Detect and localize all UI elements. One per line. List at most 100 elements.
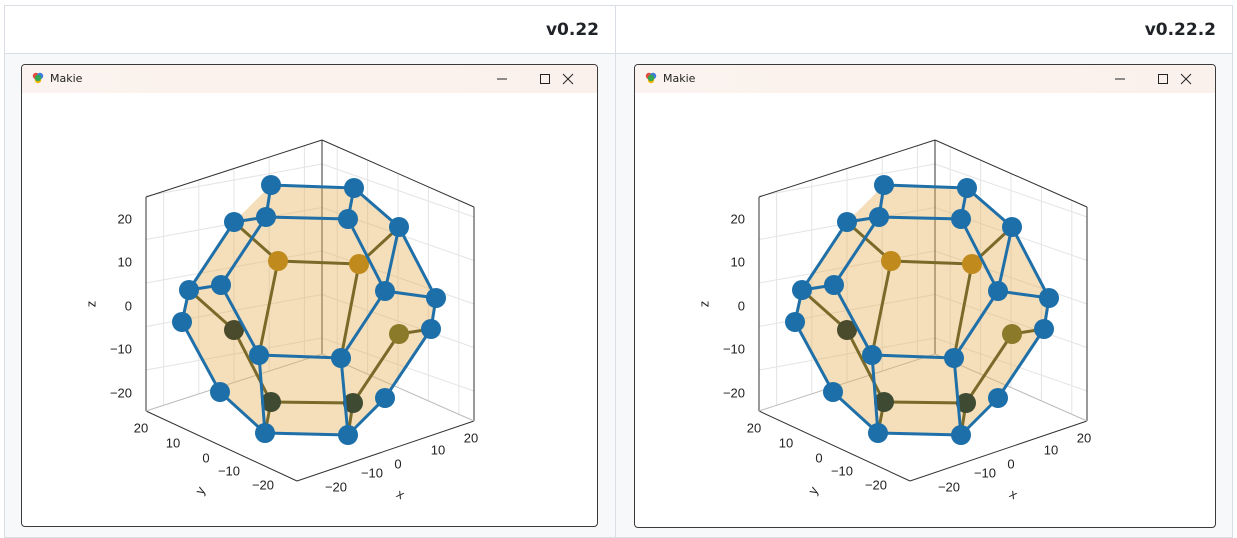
header-cell: v0.22.2 xyxy=(615,5,1233,54)
edge xyxy=(890,259,973,266)
edge xyxy=(877,431,962,437)
app-icon xyxy=(32,72,44,84)
vertex xyxy=(1002,217,1022,237)
vertex xyxy=(375,281,395,301)
plot: 20 10 0 −10 −20 20 10 0 −10 −20 −20 −10 0 10 20 z y x xyxy=(696,139,1091,502)
x-tick-label: −10 xyxy=(361,465,383,480)
edge xyxy=(339,357,350,436)
vertex xyxy=(261,175,281,195)
axis-line xyxy=(909,420,1088,482)
window-title: Makie xyxy=(50,72,83,85)
edge xyxy=(832,284,874,356)
close-button[interactable] xyxy=(1171,69,1201,89)
edge xyxy=(257,354,267,434)
vertex xyxy=(962,254,982,274)
vertex xyxy=(256,207,276,227)
title-bar: Makie xyxy=(22,65,597,93)
y-tick-label: −20 xyxy=(252,477,274,492)
glyph xyxy=(1180,73,1192,85)
edge xyxy=(793,321,835,393)
z-tick-label: 0 xyxy=(738,298,745,313)
x-tick-label: 20 xyxy=(464,430,478,445)
minimize-button[interactable] xyxy=(487,69,517,89)
glyph xyxy=(540,74,550,84)
edge xyxy=(952,263,974,359)
edge xyxy=(1010,226,1051,299)
vertex xyxy=(389,324,409,344)
axis-line xyxy=(758,410,911,482)
vertex xyxy=(343,393,363,413)
y-tick-label: −10 xyxy=(218,463,240,478)
vertex xyxy=(1034,319,1054,339)
maximize-button[interactable] xyxy=(1148,69,1178,89)
edge xyxy=(801,288,848,332)
x-tick-label: 0 xyxy=(394,456,401,471)
close-button[interactable] xyxy=(553,69,583,89)
x-axis-label: x xyxy=(394,486,408,502)
vertex xyxy=(874,392,894,412)
edge xyxy=(883,400,967,405)
edge xyxy=(883,183,968,190)
vertex xyxy=(988,281,1008,301)
edge xyxy=(265,215,349,221)
vertex xyxy=(785,312,805,332)
z-tick-label: 20 xyxy=(731,211,745,226)
vertex xyxy=(179,280,199,300)
edge xyxy=(277,259,360,266)
vertex xyxy=(211,275,231,295)
z-tick-label: 0 xyxy=(125,298,132,313)
edge xyxy=(383,226,401,292)
axis-line xyxy=(321,139,475,208)
edge xyxy=(351,333,401,404)
vertex xyxy=(956,393,976,413)
x-axis-label: x xyxy=(1007,486,1021,502)
axis-line xyxy=(296,420,475,482)
x-tick-label: −10 xyxy=(974,465,996,480)
edge xyxy=(397,226,438,299)
vertex xyxy=(224,320,244,340)
z-tick-label: 10 xyxy=(731,254,745,269)
axis-line xyxy=(934,139,1088,208)
vertex xyxy=(338,425,358,445)
z-tick-label: 10 xyxy=(118,254,132,269)
y-tick-label: 20 xyxy=(747,420,761,435)
vertex xyxy=(224,212,244,232)
y-tick-label: 10 xyxy=(166,435,180,450)
axis-line xyxy=(758,353,936,412)
edge xyxy=(871,353,955,360)
edge xyxy=(180,321,222,393)
vertex xyxy=(349,254,369,274)
x-tick-label: 0 xyxy=(1007,456,1014,471)
edge xyxy=(800,221,849,291)
edge xyxy=(996,328,1046,399)
edge xyxy=(188,288,235,332)
header-text: v0.22 xyxy=(545,20,599,40)
edge xyxy=(258,353,342,360)
vertex xyxy=(255,423,275,443)
vertex xyxy=(421,319,441,339)
edge xyxy=(232,329,273,403)
edge xyxy=(952,290,1000,359)
minimize-button[interactable] xyxy=(1105,69,1135,89)
vertex xyxy=(344,178,364,198)
edge xyxy=(187,221,236,291)
z-tick-label: −20 xyxy=(723,385,745,400)
axis-line xyxy=(145,410,298,482)
z-axis-label: z xyxy=(83,301,98,308)
z-tick-label: −10 xyxy=(723,341,745,356)
maximize-button[interactable] xyxy=(530,69,560,89)
vertex xyxy=(824,275,844,295)
header-cell: v0.22 xyxy=(4,5,616,54)
edge xyxy=(219,284,261,356)
edge xyxy=(264,431,349,437)
vertex xyxy=(988,388,1008,408)
x-tick-label: 20 xyxy=(1077,430,1091,445)
app-icon xyxy=(645,72,657,84)
edge xyxy=(270,400,354,405)
y-tick-label: −20 xyxy=(865,477,887,492)
vertex xyxy=(837,212,857,232)
edge xyxy=(832,216,881,286)
glyph xyxy=(562,73,574,85)
header-text: v0.22.2 xyxy=(1144,20,1216,40)
